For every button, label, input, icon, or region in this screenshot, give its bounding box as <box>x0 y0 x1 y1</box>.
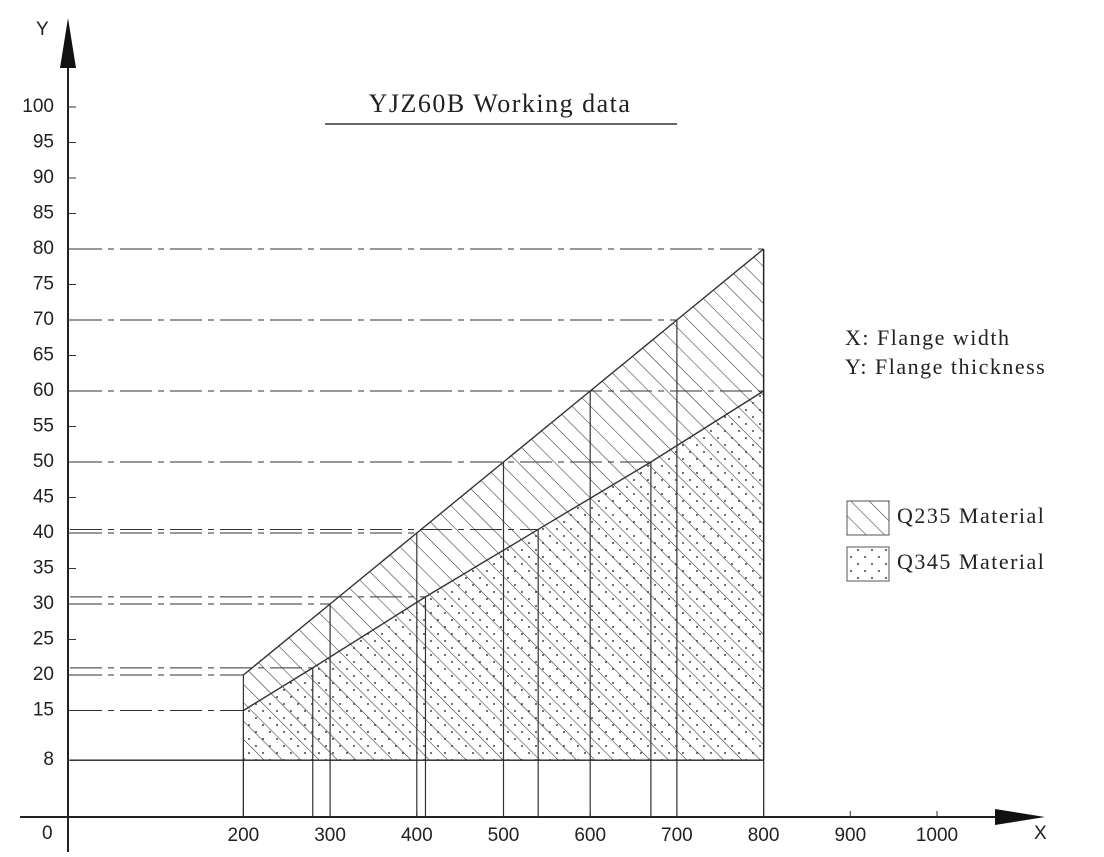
x-tick-label: 200 <box>228 825 260 846</box>
x-axis-label: X <box>1034 823 1047 844</box>
y-tick-label: 95 <box>33 132 54 153</box>
y-tick-label: 25 <box>33 629 54 650</box>
y-tick-label: 30 <box>33 593 54 614</box>
legend-swatch <box>846 546 890 582</box>
y-axis-label: Y <box>36 19 49 40</box>
y-tick-label: 70 <box>33 309 54 330</box>
area-outline <box>243 390 764 712</box>
y-tick-label: 65 <box>33 345 54 366</box>
y-tick-label: 75 <box>33 274 54 295</box>
y-axis-arrow <box>60 18 76 68</box>
y-tick-label: 35 <box>33 558 54 579</box>
y-tick-label: 15 <box>33 700 54 721</box>
x-tick-label: 600 <box>574 825 606 846</box>
annotation: X: Flange width <box>845 325 1011 350</box>
x-tick-label: 1000 <box>916 825 958 846</box>
y-tick-label: 8 <box>43 749 54 770</box>
y-tick-label: 55 <box>33 416 54 437</box>
y-tick-label: 90 <box>33 167 54 188</box>
y-tick-label: 45 <box>33 487 54 508</box>
origin-label: 0 <box>42 823 53 844</box>
y-tick-label: 100 <box>22 96 54 117</box>
x-tick-label: 400 <box>401 825 433 846</box>
y-tick-label: 85 <box>33 203 54 224</box>
legend-label: Q235 Material <box>897 503 1045 528</box>
x-tick-label: 300 <box>314 825 346 846</box>
legend-swatch <box>846 500 890 536</box>
y-tick-label: 20 <box>33 664 54 685</box>
x-tick-label: 700 <box>661 825 693 846</box>
area <box>243 391 764 761</box>
x-axis-arrow <box>995 809 1045 825</box>
y-tick-label: 50 <box>33 451 54 472</box>
legend-label: Q345 Material <box>897 549 1045 574</box>
x-tick-label: 500 <box>488 825 520 846</box>
x-tick-label: 800 <box>748 825 780 846</box>
y-tick-label: 60 <box>33 380 54 401</box>
annotation: Y: Flange thickness <box>845 354 1046 379</box>
x-tick-label: 900 <box>834 825 866 846</box>
chart-title: YJZ60B Working data <box>369 89 632 118</box>
y-tick-label: 40 <box>33 522 54 543</box>
y-tick-label: 80 <box>33 238 54 259</box>
